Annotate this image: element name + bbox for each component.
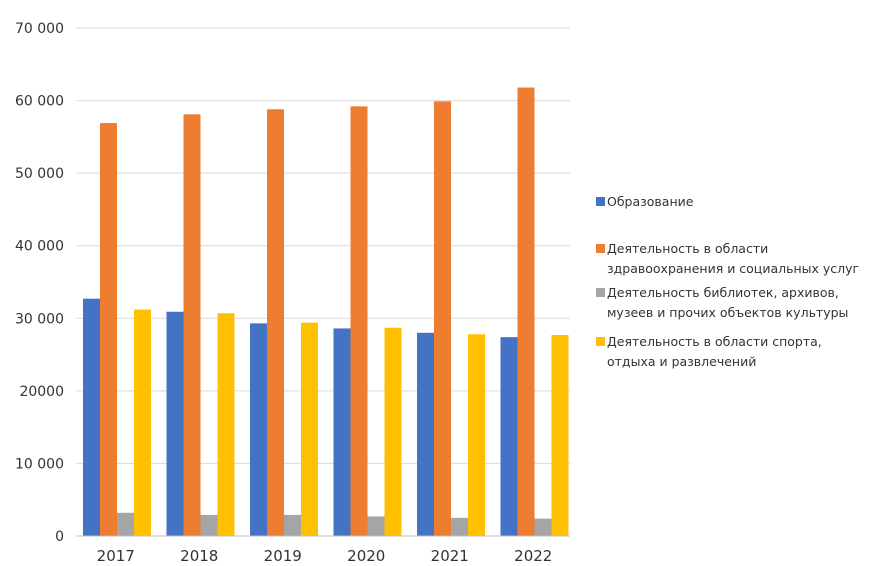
legend-label: Образование bbox=[607, 194, 694, 209]
x-tick-label: 2020 bbox=[347, 547, 385, 565]
bars bbox=[83, 87, 569, 537]
legend-label: музеев и прочих объектов культуры bbox=[607, 305, 848, 320]
bar-2018-series-3 bbox=[200, 514, 218, 536]
bar-2020-series-1 bbox=[333, 328, 351, 536]
x-tick-label: 2022 bbox=[514, 547, 552, 565]
y-tick-label: 70 000 bbox=[15, 21, 64, 37]
legend-label: Деятельность библиотек, архивов, bbox=[607, 285, 839, 300]
legend: Образование Деятельность в области здравоо… bbox=[596, 194, 859, 369]
bar-2022-series-2 bbox=[517, 87, 535, 536]
y-tick-label: 10 000 bbox=[15, 456, 64, 472]
y-tick-label: 60 000 bbox=[15, 94, 64, 110]
legend-label: отдыха и развлечений bbox=[607, 354, 756, 369]
x-axis-tick-labels: 2017 2018 2019 2020 2021 2022 bbox=[97, 547, 553, 565]
bar-2021-series-1 bbox=[417, 332, 434, 536]
x-tick-label: 2018 bbox=[180, 547, 218, 565]
legend-label: Деятельность в области bbox=[607, 241, 768, 256]
bar-2022-series-3 bbox=[534, 518, 552, 536]
bar-2018-series-4 bbox=[217, 313, 235, 536]
bar-2019-series-3 bbox=[284, 514, 301, 536]
bar-2021-series-2 bbox=[434, 101, 451, 536]
grid bbox=[76, 27, 570, 464]
bar-2017-series-4 bbox=[134, 309, 151, 536]
y-tick-label: 50 000 bbox=[15, 166, 64, 182]
x-tick-label: 2019 bbox=[264, 547, 302, 565]
legend-swatch bbox=[596, 197, 605, 206]
bar-2017-series-1 bbox=[83, 298, 100, 536]
y-axis-tick-labels: 0 10 000 20000 30 000 40 000 50 000 60 000 70 0… bbox=[15, 21, 64, 545]
y-tick-label: 0 bbox=[55, 529, 64, 545]
legend-swatch bbox=[596, 337, 605, 346]
bar-2018-series-2 bbox=[183, 114, 201, 537]
bar-2017-series-2 bbox=[100, 123, 117, 536]
x-tick-label: 2017 bbox=[97, 547, 135, 565]
bar-2019-series-4 bbox=[301, 322, 318, 536]
bar-2019-series-2 bbox=[267, 109, 284, 536]
legend-swatch bbox=[596, 244, 605, 253]
bar-2020-series-4 bbox=[384, 327, 402, 536]
legend-label: здравоохранения и социальных услуг bbox=[607, 261, 859, 276]
bar-2021-series-4 bbox=[468, 334, 485, 536]
bar-2021-series-3 bbox=[451, 517, 468, 536]
bar-2020-series-2 bbox=[350, 106, 368, 537]
bar-2018-series-1 bbox=[166, 311, 184, 536]
bar-2020-series-3 bbox=[367, 516, 385, 536]
legend-swatch bbox=[596, 288, 605, 297]
x-tick-label: 2021 bbox=[431, 547, 469, 565]
bar-2017-series-3 bbox=[117, 512, 134, 536]
y-tick-label: 20000 bbox=[19, 384, 64, 400]
legend-label: Деятельность в области спорта, bbox=[607, 334, 822, 349]
y-tick-label: 40 000 bbox=[15, 239, 64, 255]
bar-2022-series-4 bbox=[551, 334, 569, 536]
bar-2022-series-1 bbox=[500, 337, 518, 536]
bar-2019-series-1 bbox=[250, 323, 267, 536]
y-tick-label: 30 000 bbox=[15, 311, 64, 327]
